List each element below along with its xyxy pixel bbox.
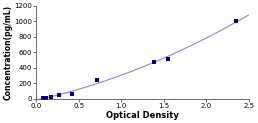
- X-axis label: Optical Density: Optical Density: [106, 111, 179, 120]
- Y-axis label: Concentration(pg/mL): Concentration(pg/mL): [3, 5, 12, 100]
